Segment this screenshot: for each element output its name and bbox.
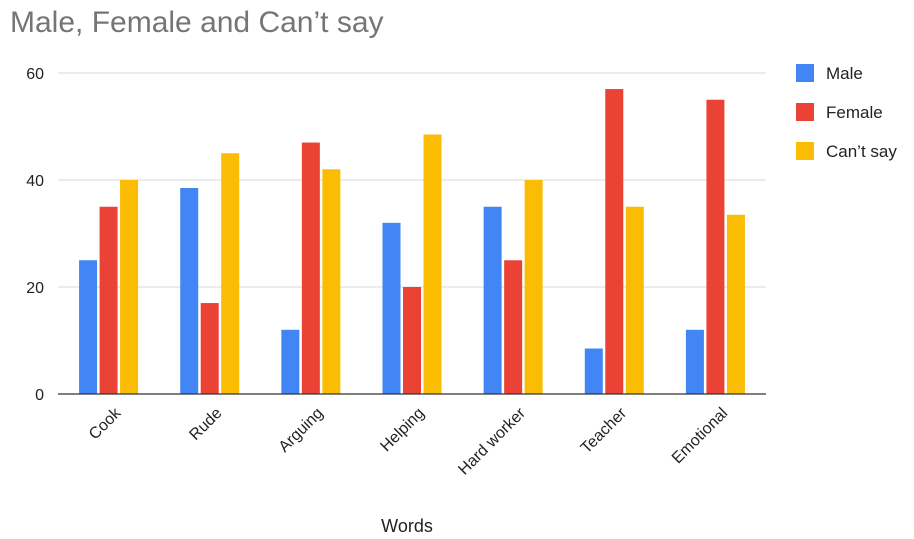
bar-can-t-say-helping (423, 134, 442, 394)
legend-swatch (796, 64, 814, 82)
bar-male-hard-worker (483, 206, 502, 394)
bar-can-t-say-emotional (726, 214, 745, 394)
bar-can-t-say-arguing (322, 169, 341, 394)
x-tick-label: Arguing (276, 405, 327, 456)
bar-female-rude (200, 303, 219, 394)
bar-can-t-say-hard-worker (524, 180, 543, 394)
legend-label: Can’t say (826, 142, 897, 161)
bar-female-arguing (301, 142, 320, 394)
bar-male-rude (180, 188, 199, 394)
bar-female-helping (403, 287, 421, 394)
legend-label: Female (826, 103, 883, 122)
bar-female-cook (99, 206, 118, 394)
bars (79, 89, 745, 395)
x-tick-label: Teacher (578, 404, 631, 457)
x-tick-label: Hard worker (455, 404, 529, 478)
bar-female-hard-worker (504, 260, 523, 394)
gridlines (58, 72, 766, 288)
bar-can-t-say-rude (221, 153, 240, 394)
x-tick-label: Helping (377, 405, 427, 455)
legend-swatch (796, 142, 814, 160)
legend-label: Male (826, 64, 863, 83)
legend: Male Female Can’t say (796, 64, 897, 161)
bar-male-teacher (584, 348, 603, 394)
y-tick-label: 0 (35, 387, 44, 404)
x-tick-label: Cook (86, 404, 125, 443)
x-tick-label: Emotional (669, 405, 731, 467)
y-tick-label: 60 (26, 66, 44, 83)
bar-female-teacher (605, 89, 624, 395)
bar-female-emotional (706, 99, 725, 394)
y-tick-label: 40 (26, 173, 44, 190)
chart-title: Male, Female and Can’t say (10, 6, 384, 39)
bar-male-helping (382, 222, 401, 394)
bar-male-cook (79, 260, 98, 394)
bar-can-t-say-teacher (625, 206, 644, 394)
bar-can-t-say-cook (120, 180, 139, 394)
bar-male-arguing (281, 329, 300, 394)
x-axis-title: Words (381, 516, 433, 536)
y-tick-label: 20 (26, 280, 44, 297)
legend-swatch (796, 103, 814, 121)
bar-male-emotional (685, 329, 704, 394)
x-tick-label: Rude (186, 405, 225, 444)
